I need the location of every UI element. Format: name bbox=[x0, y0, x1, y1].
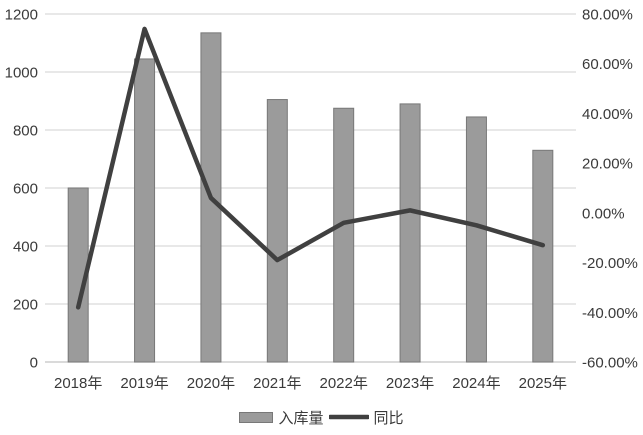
y2-axis-tick-label: -40.00% bbox=[582, 305, 638, 322]
y2-axis-tick-label: 0.00% bbox=[582, 205, 625, 222]
x-axis-tick-label: 2023年 bbox=[386, 375, 434, 392]
y2-axis-tick-label: -20.00% bbox=[582, 255, 638, 272]
y-axis-tick-label: 1200 bbox=[5, 7, 38, 24]
y-axis-tick-label: 400 bbox=[13, 239, 38, 256]
y-axis-tick-label: 1000 bbox=[5, 65, 38, 82]
x-axis-tick-label: 2025年 bbox=[519, 375, 567, 392]
y-axis-tick-label: 800 bbox=[13, 123, 38, 140]
chart-legend: 入库量 同比 bbox=[0, 405, 643, 429]
legend-label-line: 同比 bbox=[373, 409, 404, 427]
y2-axis-tick-label: 60.00% bbox=[582, 56, 633, 73]
bar bbox=[134, 58, 156, 363]
y2-axis-tick-label: 20.00% bbox=[582, 156, 633, 173]
legend-item-bars: 入库量 bbox=[239, 407, 324, 428]
bar bbox=[266, 99, 288, 363]
bar bbox=[333, 107, 355, 363]
trend-line bbox=[75, 26, 546, 310]
bar bbox=[465, 116, 487, 363]
y-axis-tick-label: 200 bbox=[13, 297, 38, 314]
x-axis-tick-label: 2020年 bbox=[187, 375, 235, 392]
x-axis-tick-label: 2018年 bbox=[54, 375, 102, 392]
y2-axis-tick-label: -60.00% bbox=[582, 355, 638, 372]
y-axis-tick-label: 600 bbox=[13, 181, 38, 198]
y2-axis-tick-label: 80.00% bbox=[582, 7, 633, 24]
y-axis-tick-label: 0 bbox=[30, 355, 38, 372]
bar bbox=[532, 149, 554, 363]
bar-series-swatch-icon bbox=[239, 411, 274, 423]
x-axis-tick-label: 2019年 bbox=[120, 375, 168, 392]
bar bbox=[399, 103, 421, 363]
x-axis-tick-label: 2021年 bbox=[253, 375, 301, 392]
line-series-swatch-icon bbox=[328, 414, 369, 420]
x-axis-tick-label: 2022年 bbox=[320, 375, 368, 392]
x-axis-tick-label: 2024年 bbox=[452, 375, 500, 392]
legend-item-line: 同比 bbox=[328, 407, 404, 428]
y2-axis-tick-label: 40.00% bbox=[582, 106, 633, 123]
legend-label-bars: 入库量 bbox=[278, 409, 324, 427]
